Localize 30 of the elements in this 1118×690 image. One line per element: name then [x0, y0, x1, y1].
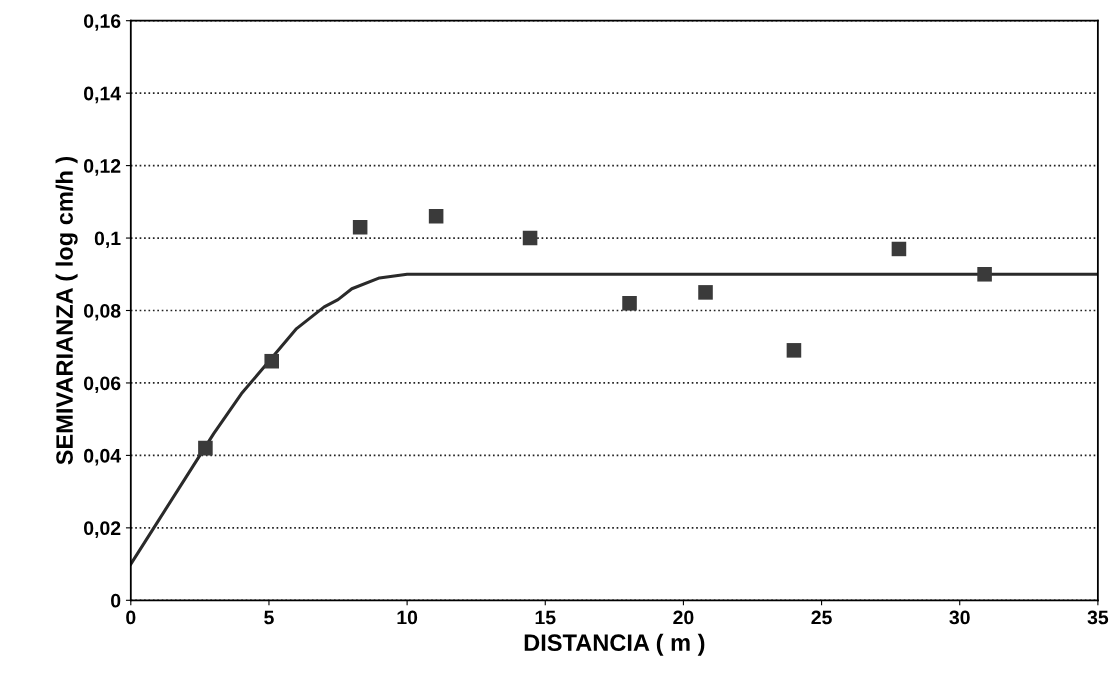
point [264, 353, 280, 369]
x-tick-label: 20 [673, 610, 694, 625]
x-axis-title: DISTANCIA ( m ) [524, 633, 705, 656]
y-tick-label: 0,16 [84, 14, 121, 31]
y-tick-label: 0,04 [84, 448, 121, 466]
y-tick-label: 0,08 [84, 303, 121, 321]
x-tick-label: 0 [126, 610, 136, 625]
point [428, 209, 444, 224]
point [891, 241, 907, 257]
y-tick-label: 0,02 [84, 521, 121, 538]
x-tick-label: 35 [1087, 610, 1109, 625]
y-tick-label: 0 [111, 593, 121, 608]
x-tick-label: 5 [264, 610, 274, 625]
y-axis-title: SEMIVARIANZA ( log cm/h ) [55, 156, 78, 465]
y-tick-label: 0,12 [84, 159, 121, 176]
y-tick-label: 0,1 [94, 231, 121, 249]
x-tick-label: 15 [535, 610, 556, 625]
x-tick-label: 25 [811, 610, 832, 625]
y-tick-label: 0,14 [84, 86, 121, 104]
point [786, 343, 802, 358]
point [522, 230, 538, 246]
point [622, 295, 637, 311]
point [198, 440, 213, 456]
point [698, 285, 713, 300]
x-tick-label: 10 [397, 610, 418, 625]
point [352, 219, 368, 235]
point [977, 266, 992, 282]
line-series [130, 272, 1098, 566]
y-tick-label: 0,06 [84, 376, 121, 394]
x-tick-label: 30 [949, 610, 970, 625]
